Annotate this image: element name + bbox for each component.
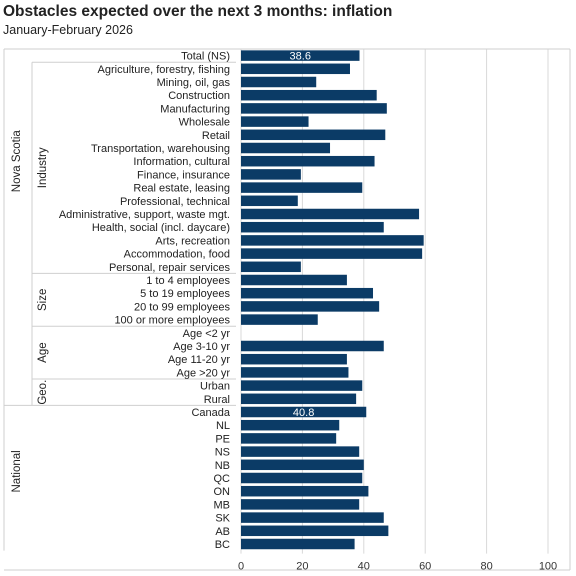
x-tick-label: 60 xyxy=(419,561,431,573)
bar xyxy=(241,314,318,325)
category-label: 20 to 99 employees xyxy=(134,301,231,313)
bar xyxy=(241,129,386,141)
x-tick-label: 0 xyxy=(238,561,244,573)
x-tick-label: 20 xyxy=(296,561,308,573)
bars xyxy=(241,50,424,550)
category-label: Professional, technical xyxy=(120,196,230,208)
group-labels: Nova Scotia National Industry Size Age Geo. xyxy=(11,130,49,493)
bar xyxy=(241,367,349,378)
bar xyxy=(241,142,331,154)
category-label: Age 11-20 yr xyxy=(168,354,231,366)
category-label: AB xyxy=(215,526,230,538)
category-label: Information, cultural xyxy=(133,156,230,168)
category-label: Transportation, warehousing xyxy=(91,143,230,155)
category-label: Wholesale xyxy=(179,117,230,129)
bar xyxy=(241,155,375,167)
bar xyxy=(241,301,380,312)
category-label: NL xyxy=(216,420,230,432)
subgroup-label: Industry xyxy=(37,147,49,188)
bar xyxy=(241,103,387,114)
category-label: Personal, repair services xyxy=(109,262,231,274)
bar xyxy=(241,499,360,510)
category-label: 5 to 19 employees xyxy=(140,288,230,300)
bar xyxy=(241,525,389,537)
bar xyxy=(241,89,377,101)
bar xyxy=(241,459,364,471)
category-label: Real estate, leasing xyxy=(133,183,230,195)
bar xyxy=(241,248,423,259)
category-label: Age <2 yr xyxy=(183,328,231,340)
category-label: Retail xyxy=(202,130,230,142)
bar xyxy=(241,63,350,75)
category-label: NB xyxy=(215,460,230,472)
bar xyxy=(241,195,298,207)
category-label: Canada xyxy=(191,407,230,419)
chart-title: Obstacles expected over the next 3 month… xyxy=(3,3,393,20)
bar xyxy=(241,274,347,286)
bar xyxy=(241,380,363,391)
bar xyxy=(241,485,369,497)
bar xyxy=(241,538,355,550)
category-label: Urban xyxy=(200,381,230,393)
category-label: 100 or more employees xyxy=(114,315,230,327)
data-labels: 38.6 40.8 xyxy=(290,51,315,419)
category-label: Arts, recreation xyxy=(155,235,230,247)
bar xyxy=(241,169,301,180)
bar xyxy=(241,50,360,61)
bar xyxy=(241,433,337,444)
category-label: 1 to 4 employees xyxy=(146,275,230,287)
group-label: National xyxy=(11,450,23,492)
bar xyxy=(241,472,363,484)
x-tick-label: 40 xyxy=(358,561,370,573)
bar xyxy=(241,340,384,352)
bar xyxy=(241,353,347,365)
category-label: Rural xyxy=(204,394,230,406)
bar xyxy=(241,512,384,523)
x-axis-ticks: 0 20 40 60 80 100 xyxy=(238,561,557,573)
category-label: Age >20 yr xyxy=(176,367,230,379)
group-label: Nova Scotia xyxy=(11,130,23,193)
bar xyxy=(241,287,374,299)
category-label: BC xyxy=(215,539,230,551)
bar xyxy=(241,393,357,405)
chart-subtitle: January-February 2026 xyxy=(3,23,133,37)
data-label: 40.8 xyxy=(293,407,314,419)
category-label: NS xyxy=(215,447,230,459)
category-label: Manufacturing xyxy=(160,103,230,115)
x-tick-label: 80 xyxy=(480,561,492,573)
bar xyxy=(241,261,301,273)
bar xyxy=(241,419,340,431)
bar xyxy=(241,406,367,418)
subgroup-label: Size xyxy=(37,289,49,311)
category-label: Construction xyxy=(168,90,230,102)
bar xyxy=(241,182,363,193)
bar xyxy=(241,116,309,127)
category-label: Accommodation, food xyxy=(124,249,230,261)
category-labels: Total (NS)Agriculture, forestry, fishing… xyxy=(59,51,231,551)
subgroup-label: Age xyxy=(37,342,49,362)
bar xyxy=(241,446,360,457)
data-label: 38.6 xyxy=(290,51,311,63)
x-tick-label: 100 xyxy=(539,561,557,573)
category-label: MB xyxy=(214,499,231,511)
bar xyxy=(241,221,384,233)
category-label: Age 3-10 yr xyxy=(173,341,230,353)
category-label: Agriculture, forestry, fishing xyxy=(98,64,230,76)
bar xyxy=(241,76,317,88)
category-label: Administrative, support, waste mgt. xyxy=(59,209,230,221)
category-label: Total (NS) xyxy=(181,51,230,63)
category-label: Mining, oil, gas xyxy=(157,77,231,89)
group-dividers xyxy=(3,48,571,571)
category-label: QC xyxy=(214,473,231,485)
category-label: PE xyxy=(215,433,230,445)
category-label: ON xyxy=(214,486,231,498)
bar xyxy=(241,235,424,246)
category-label: SK xyxy=(215,513,230,525)
bar xyxy=(241,208,420,220)
category-label: Finance, insurance xyxy=(137,169,230,181)
subgroup-label: Geo. xyxy=(37,380,49,405)
category-label: Health, social (incl. daycare) xyxy=(92,222,230,234)
